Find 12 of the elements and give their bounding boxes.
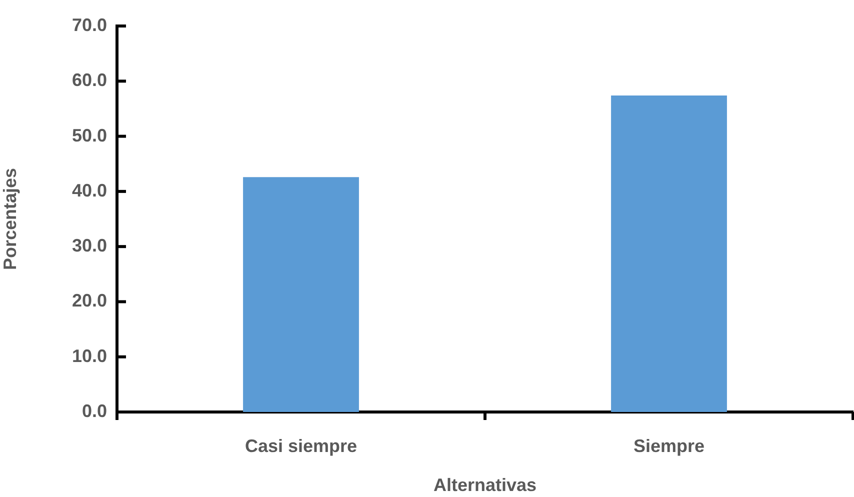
- y-tick-label: 10.0: [72, 346, 107, 366]
- x-tick-label: Siempre: [633, 436, 705, 456]
- x-axis-title: Alternativas: [433, 475, 537, 496]
- y-tick-label: 0.0: [82, 400, 107, 421]
- y-tick-label: 30.0: [72, 236, 107, 256]
- y-tick-label: 20.0: [72, 290, 107, 311]
- y-tick-label: 70.0: [72, 14, 107, 35]
- y-tick-label: 50.0: [72, 125, 107, 146]
- y-tick-label: 40.0: [72, 180, 107, 200]
- x-tick-label: Casi siempre: [244, 436, 358, 456]
- y-axis-title: Porcentajes: [0, 168, 20, 270]
- y-tick-label: 60.0: [72, 70, 107, 90]
